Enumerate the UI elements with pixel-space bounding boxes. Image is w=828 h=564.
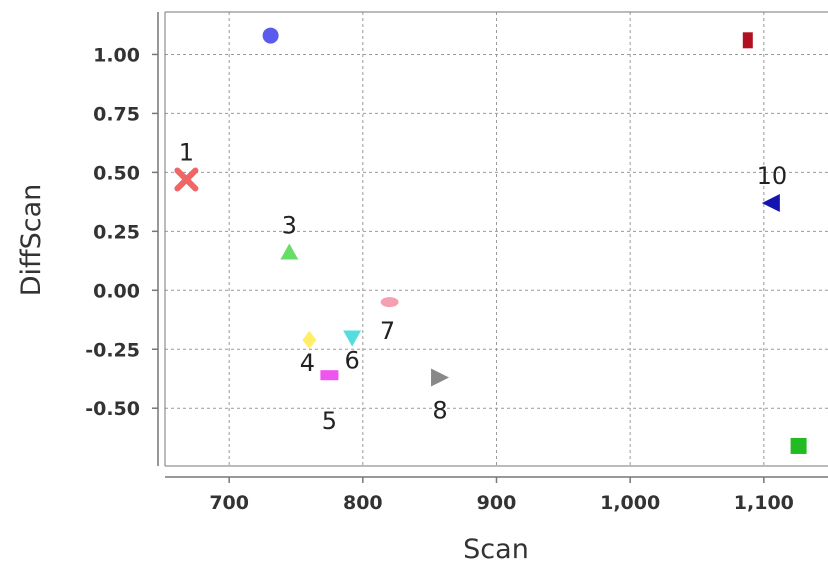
point-label: 1 xyxy=(179,138,194,166)
point-label: 4 xyxy=(300,349,315,377)
data-points xyxy=(174,27,807,454)
point-label: 10 xyxy=(757,162,788,190)
point-labels: 1 3 4 5 67 8 10 xyxy=(179,138,787,435)
y-tick-label: 1.00 xyxy=(93,44,140,66)
x-tick-label: 1,000 xyxy=(600,492,660,514)
data-point xyxy=(380,297,399,308)
point-label: 5 xyxy=(322,407,337,435)
x-tick-label: 1,100 xyxy=(734,492,794,514)
data-point xyxy=(174,167,199,192)
y-tick-label: 0.50 xyxy=(93,162,140,184)
data-point xyxy=(761,194,780,213)
data-point xyxy=(302,330,317,349)
y-axis-title: DiffScan xyxy=(16,184,47,297)
y-tick-label: 0.00 xyxy=(93,280,140,302)
data-point xyxy=(262,27,279,44)
y-tick-label: -0.50 xyxy=(85,398,140,420)
data-point xyxy=(431,368,450,387)
grid-lines xyxy=(165,12,828,466)
data-point xyxy=(742,32,753,49)
y-tick-label: -0.25 xyxy=(85,339,140,361)
point-label: 7 xyxy=(380,317,395,345)
data-point xyxy=(790,437,807,454)
x-axis-title: Scan xyxy=(463,534,529,564)
data-point xyxy=(343,330,362,347)
x-tick-label: 800 xyxy=(343,492,383,514)
data-point xyxy=(280,243,299,260)
y-tick-label: 0.25 xyxy=(93,221,140,243)
y-tick-label: 0.75 xyxy=(93,103,140,125)
point-label: 3 xyxy=(282,212,297,240)
point-label: 8 xyxy=(432,397,447,425)
data-point xyxy=(320,370,339,381)
tick-labels: 700 800 900 1,000 1,100 1.00 0.75 0.50 0.25 0.00 -… xyxy=(85,44,794,514)
x-tick-label: 900 xyxy=(477,492,517,514)
point-label: 6 xyxy=(344,346,359,374)
x-tick-label: 700 xyxy=(209,492,249,514)
axes xyxy=(152,11,828,483)
